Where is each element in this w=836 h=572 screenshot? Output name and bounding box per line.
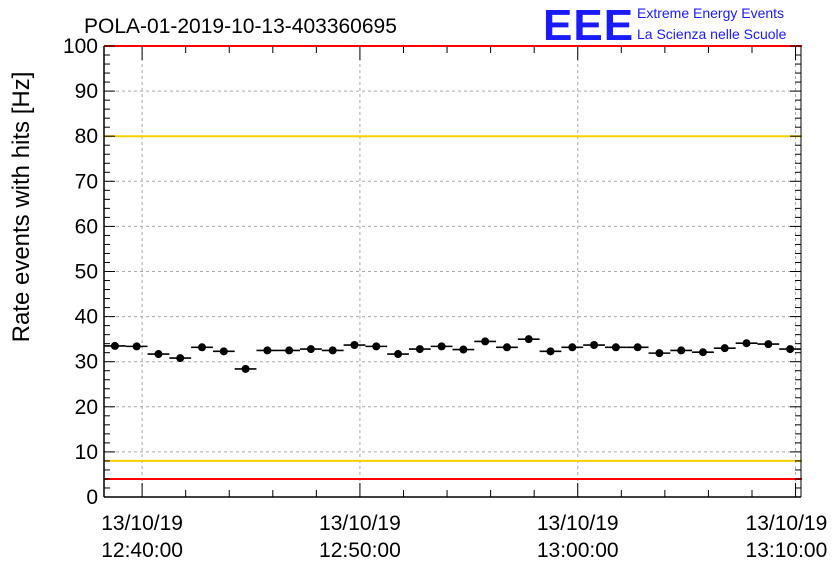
data-point	[154, 350, 163, 359]
data-point	[481, 337, 490, 346]
data-point	[350, 341, 359, 350]
data-point	[176, 354, 185, 363]
data-point	[786, 345, 795, 354]
y-tick-label: 70	[75, 170, 98, 193]
grid	[104, 46, 801, 497]
data-point	[198, 343, 207, 352]
eee-logo: EEE Extreme Energy Events La Scienza nel…	[543, 1, 787, 50]
data-point	[306, 345, 315, 354]
x-tick-label-date: 13/10/19	[537, 512, 619, 535]
data-point	[568, 343, 577, 352]
y-tick-label: 80	[75, 125, 98, 148]
y-tick-label: 50	[75, 261, 98, 284]
x-tick-label-time: 13:00:00	[537, 539, 619, 562]
data-point	[546, 347, 555, 356]
data-point	[459, 345, 468, 354]
data-point	[241, 364, 250, 373]
data-point	[611, 343, 620, 352]
chart-title: POLA-01-2019-10-13-403360695	[84, 15, 397, 38]
data-point	[764, 340, 773, 349]
x-tick-label-date: 13/10/19	[746, 512, 828, 535]
y-axis-title: Rate events with hits [Hz]	[8, 72, 35, 343]
data-point	[677, 346, 686, 355]
data-point	[698, 348, 707, 357]
data-point	[110, 341, 119, 350]
data-series	[104, 335, 801, 373]
logo-letters: EEE	[543, 1, 634, 50]
x-tick-label-time: 12:50:00	[319, 539, 401, 562]
data-point	[132, 342, 141, 351]
data-point	[655, 349, 664, 358]
logo-line-2: La Scienza nelle Scuole	[637, 26, 787, 42]
data-point	[372, 342, 381, 351]
data-point	[524, 335, 533, 344]
data-point	[285, 346, 294, 355]
data-point	[415, 345, 424, 354]
x-tick-label-date: 13/10/19	[101, 512, 183, 535]
y-tick-label: 100	[63, 35, 98, 58]
data-point	[502, 343, 511, 352]
data-point	[219, 347, 228, 356]
data-point	[394, 350, 403, 359]
reference-lines	[104, 45, 802, 480]
data-point	[633, 343, 642, 352]
y-tick-label: 30	[75, 351, 98, 374]
axes	[103, 45, 802, 498]
y-tick-label: 40	[75, 306, 98, 329]
x-tick-label-time: 12:40:00	[101, 539, 183, 562]
logo-line-1: Extreme Energy Events	[637, 5, 784, 21]
data-point	[720, 344, 729, 353]
data-point	[590, 341, 599, 350]
y-tick-label: 20	[75, 396, 98, 419]
y-tick-label: 0	[86, 486, 98, 509]
data-point	[437, 342, 446, 351]
x-tick-label-date: 13/10/19	[319, 512, 401, 535]
data-point	[328, 346, 337, 355]
y-tick-label: 10	[75, 441, 98, 464]
data-point	[263, 346, 272, 355]
tick-labels: 0 10 20 30 40 50 60 70 80 90 100 13/10/19 12:40:00 13…	[63, 35, 827, 562]
data-point	[742, 339, 751, 348]
y-tick-label: 60	[75, 215, 98, 238]
x-tick-label-time: 13:10:00	[746, 539, 828, 562]
y-tick-label: 90	[75, 80, 98, 103]
